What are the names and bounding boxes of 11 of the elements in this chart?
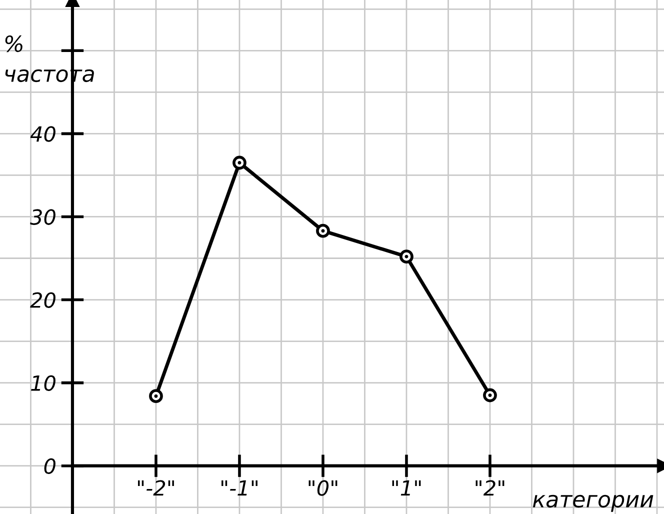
x-axis-title: категории: [532, 494, 654, 512]
x-tick-label: "1": [392, 480, 421, 496]
y-tick-label: 20: [30, 292, 56, 308]
x-tick-label: "0": [308, 480, 338, 496]
y-tick-label: 40: [30, 126, 56, 142]
x-tick-label: "-1": [222, 480, 258, 496]
x-tick-label: "2": [476, 480, 504, 496]
y-tick-label: 0: [44, 458, 56, 474]
x-tick-label: "-2": [138, 480, 174, 496]
y-tick-label: 30: [30, 209, 56, 225]
y-tick-label: 10: [31, 375, 56, 392]
